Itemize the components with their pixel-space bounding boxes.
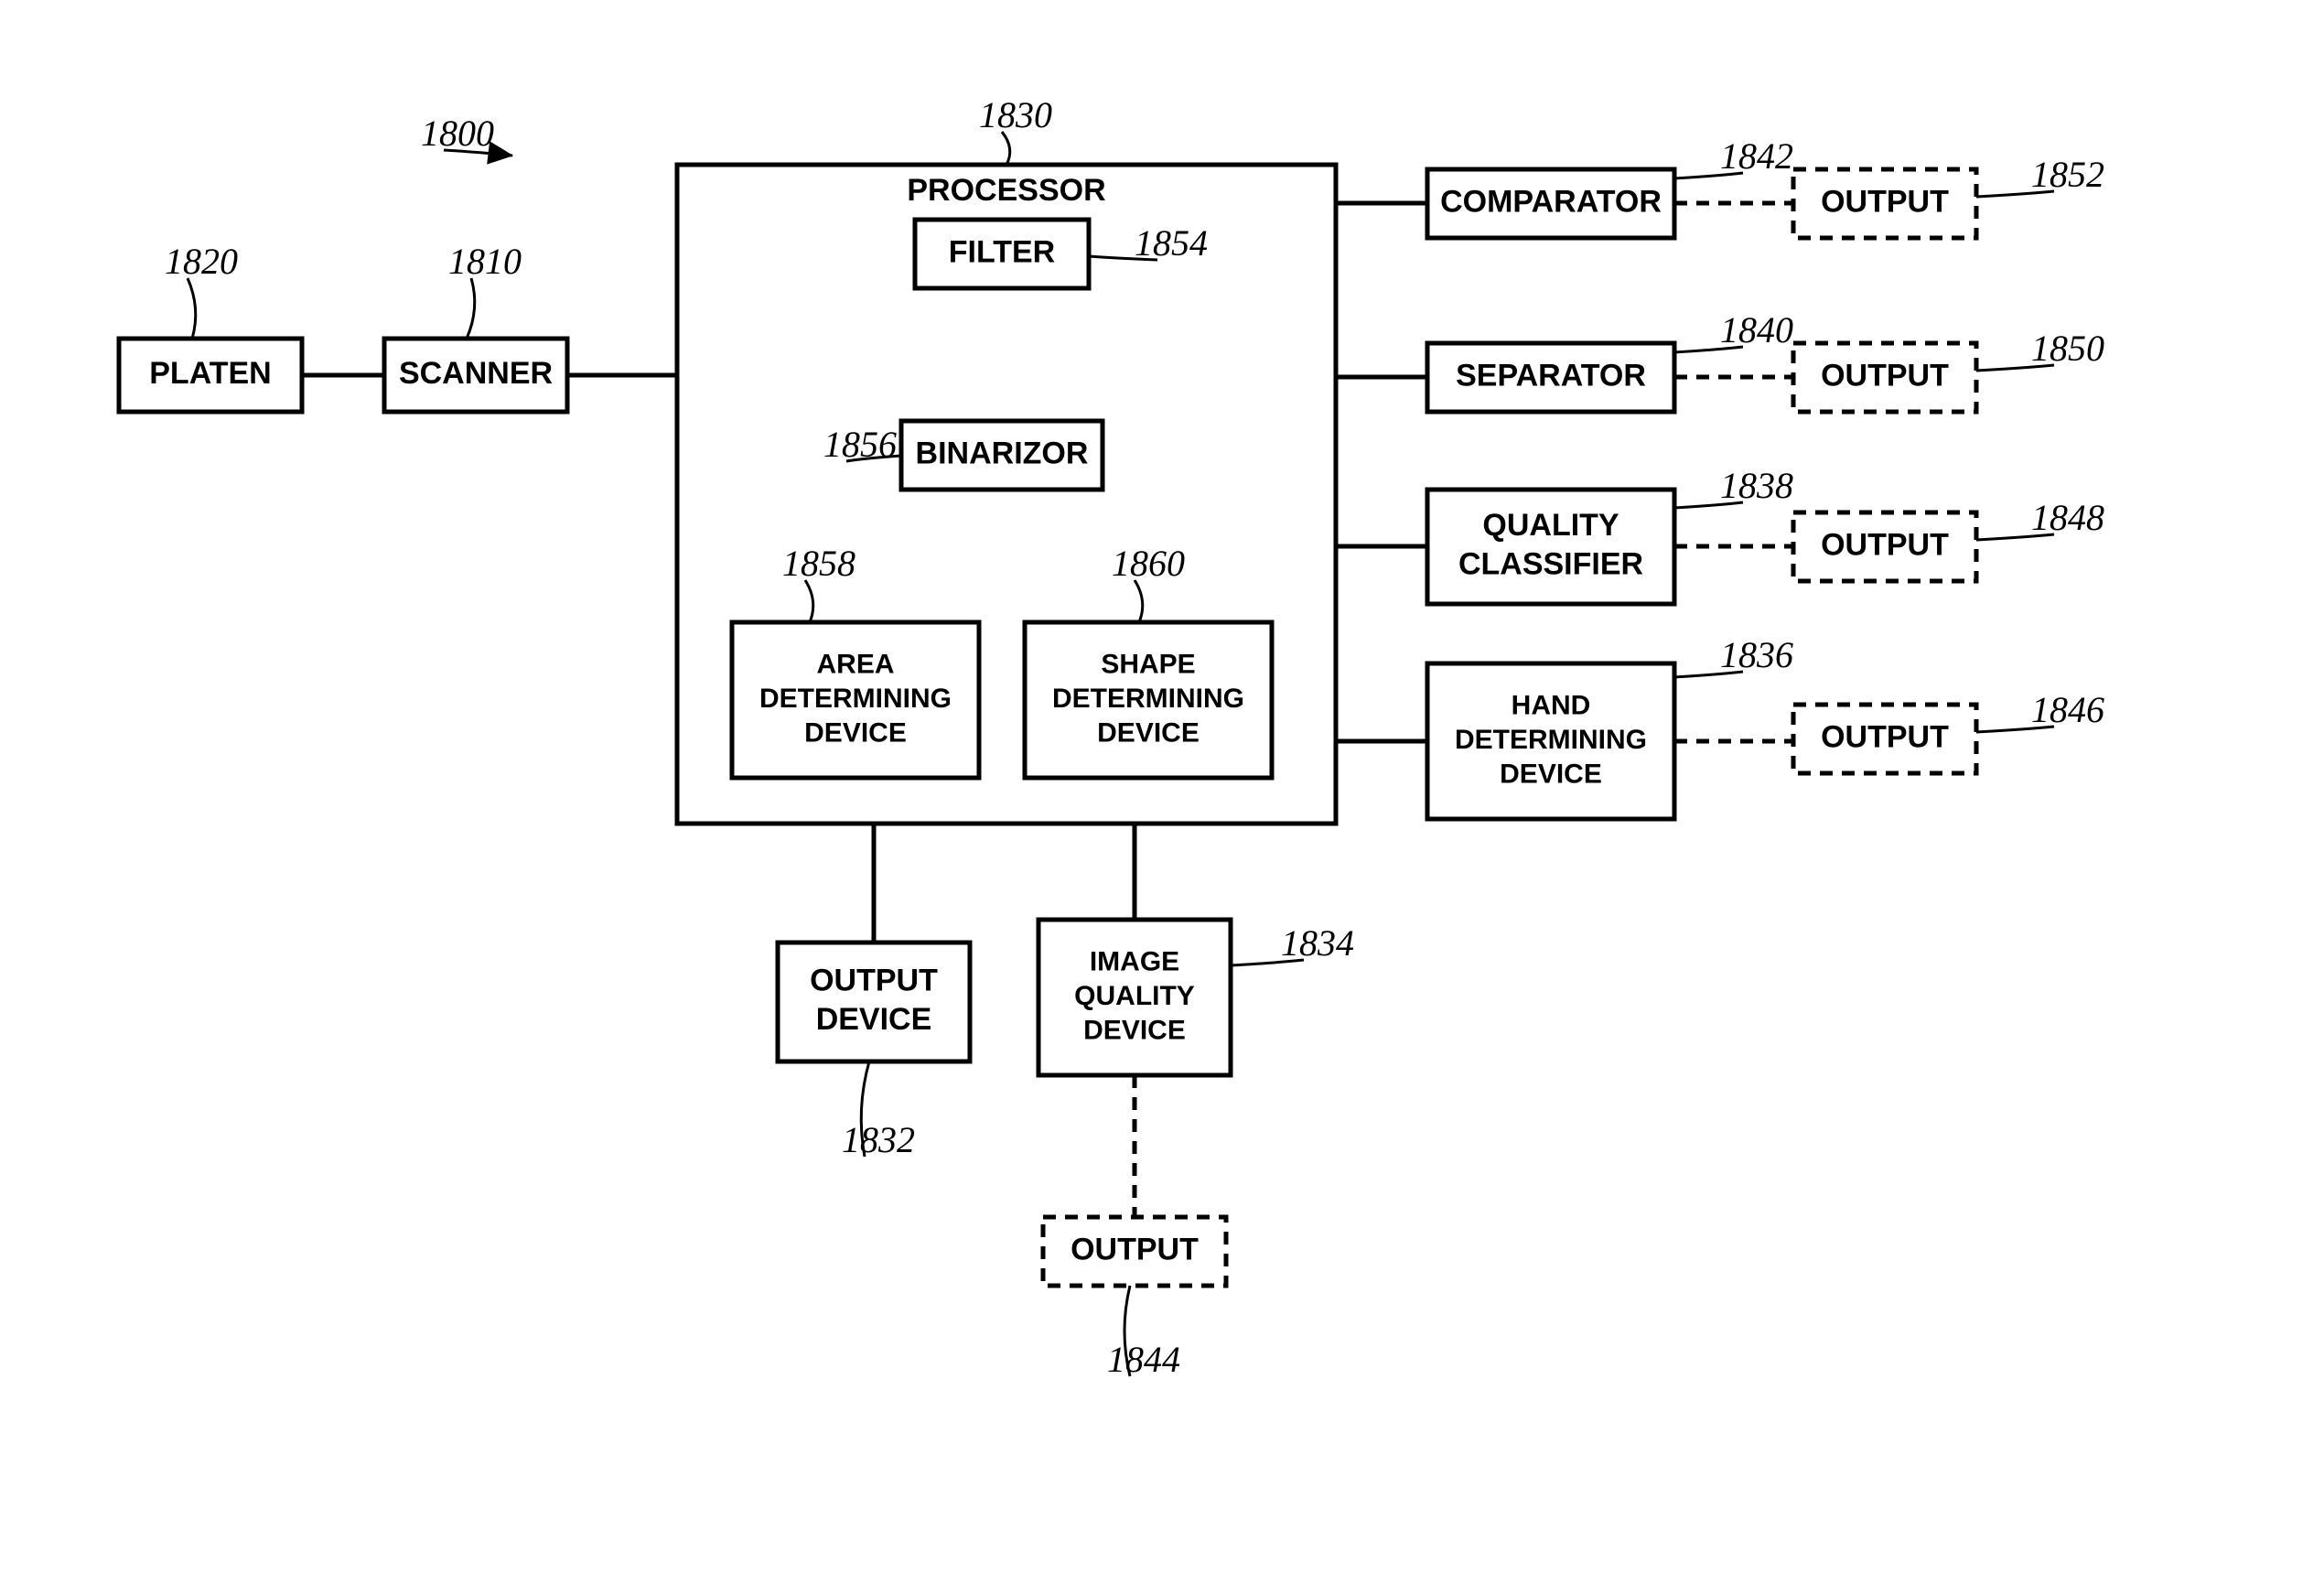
label-area_dev-1: DETERMINING <box>759 684 952 714</box>
label-output_dev-1: DEVICE <box>816 1002 932 1037</box>
label-quality_cls-0: QUALITY <box>1482 508 1619 543</box>
svg-text:1834: 1834 <box>1281 922 1354 964</box>
ref-out_1846: 1846 <box>1976 689 2104 732</box>
label-out_1850: OUTPUT <box>1821 358 1949 393</box>
ref-separator: 1840 <box>1674 309 1793 352</box>
svg-text:1820: 1820 <box>165 241 238 282</box>
ref-hand_dev: 1836 <box>1674 634 1793 677</box>
svg-text:1800: 1800 <box>421 113 494 154</box>
svg-text:1840: 1840 <box>1720 309 1793 350</box>
node-hand_dev: HAND DETERMINING DEVICE <box>1427 663 1674 819</box>
ref-platen: 1820 <box>165 241 238 339</box>
svg-text:1848: 1848 <box>2031 497 2104 538</box>
node-out_1852: OUTPUT <box>1793 169 1976 238</box>
ref-iq_dev: 1834 <box>1231 922 1354 965</box>
ref-out_1844: 1844 <box>1107 1286 1180 1380</box>
label-iq_dev-0: IMAGE <box>1090 946 1179 976</box>
node-platen: PLATEN <box>119 339 302 412</box>
node-binarizor: BINARIZOR <box>901 421 1103 490</box>
label-out_1848: OUTPUT <box>1821 527 1949 562</box>
label-out_1852: OUTPUT <box>1821 184 1949 219</box>
node-out_1844: OUTPUT <box>1043 1217 1226 1286</box>
label-scanner: SCANNER <box>399 356 553 391</box>
block-diagram: PLATEN SCANNER PROCESSOR FILTER BINARIZOR ARE… <box>0 0 2324 1573</box>
label-shape_dev-1: DETERMINING <box>1052 684 1244 714</box>
node-area_dev: AREA DETERMININGDEVICE <box>732 622 979 778</box>
label-iq_dev-2: DEVICE <box>1083 1015 1186 1045</box>
node-filter: FILTER <box>915 220 1089 288</box>
node-quality_cls: QUALITY CLASSIFIER <box>1427 490 1674 604</box>
node-iq_dev: IMAGE QUALITY DEVICE <box>1038 920 1231 1075</box>
label-platen: PLATEN <box>149 356 271 391</box>
label-processor: PROCESSOR <box>907 173 1105 208</box>
label-area_dev-0: AREA <box>816 649 894 679</box>
label-hand_dev-2: DEVICE <box>1500 759 1602 789</box>
label-shape_dev-0: SHAPE <box>1101 649 1195 679</box>
label-out_1846: OUTPUT <box>1821 719 1949 754</box>
label-area_dev-2: DEVICE <box>804 717 907 748</box>
node-out_1848: OUTPUT <box>1793 512 1976 581</box>
ref-out_1852: 1852 <box>1976 154 2104 197</box>
svg-text:1850: 1850 <box>2031 328 2104 369</box>
node-comparator: COMPARATOR <box>1427 169 1674 238</box>
node-separator: SEPARATOR <box>1427 343 1674 412</box>
svg-text:1844: 1844 <box>1107 1339 1180 1380</box>
svg-text:1852: 1852 <box>2031 154 2104 195</box>
label-out_1844: OUTPUT <box>1071 1232 1199 1266</box>
ref-scanner: 1810 <box>448 241 522 339</box>
ref-out_1848: 1848 <box>1976 497 2104 540</box>
svg-text:1858: 1858 <box>782 543 855 584</box>
ref-binarizor: 1856 <box>823 424 901 465</box>
ref-system: 1800 <box>421 113 512 164</box>
ref-comparator: 1842 <box>1674 135 1793 178</box>
node-output_dev: OUTPUT DEVICE <box>778 943 970 1061</box>
label-shape_dev-2: DEVICE <box>1097 717 1200 748</box>
ref-output_dev: 1832 <box>842 1061 915 1160</box>
ref-processor: 1830 <box>979 94 1052 165</box>
ref-quality_cls: 1838 <box>1674 465 1793 508</box>
node-out_1850: OUTPUT <box>1793 343 1976 412</box>
svg-text:1838: 1838 <box>1720 465 1793 506</box>
label-output_dev-0: OUTPUT <box>810 964 938 998</box>
node-out_1846: OUTPUT <box>1793 705 1976 773</box>
label-quality_cls-1: CLASSIFIER <box>1458 547 1643 582</box>
svg-text:1842: 1842 <box>1720 135 1793 177</box>
node-shape_dev: SHAPE DETERMININGDEVICE <box>1025 622 1272 778</box>
svg-text:1854: 1854 <box>1135 222 1208 264</box>
label-hand_dev-0: HAND <box>1512 690 1591 720</box>
label-binarizor: BINARIZOR <box>916 436 1089 470</box>
label-filter: FILTER <box>949 234 1055 269</box>
label-separator: SEPARATOR <box>1456 358 1646 393</box>
label-comparator: COMPARATOR <box>1440 184 1662 219</box>
svg-text:1832: 1832 <box>842 1119 915 1160</box>
node-scanner: SCANNER <box>384 339 567 412</box>
svg-text:1846: 1846 <box>2031 689 2104 730</box>
label-iq_dev-1: QUALITY <box>1074 981 1195 1011</box>
svg-text:1830: 1830 <box>979 94 1052 135</box>
ref-out_1850: 1850 <box>1976 328 2104 371</box>
svg-text:1836: 1836 <box>1720 634 1793 675</box>
svg-text:1860: 1860 <box>1112 543 1185 584</box>
svg-text:1810: 1810 <box>448 241 522 282</box>
label-hand_dev-1: DETERMINING <box>1455 725 1647 755</box>
